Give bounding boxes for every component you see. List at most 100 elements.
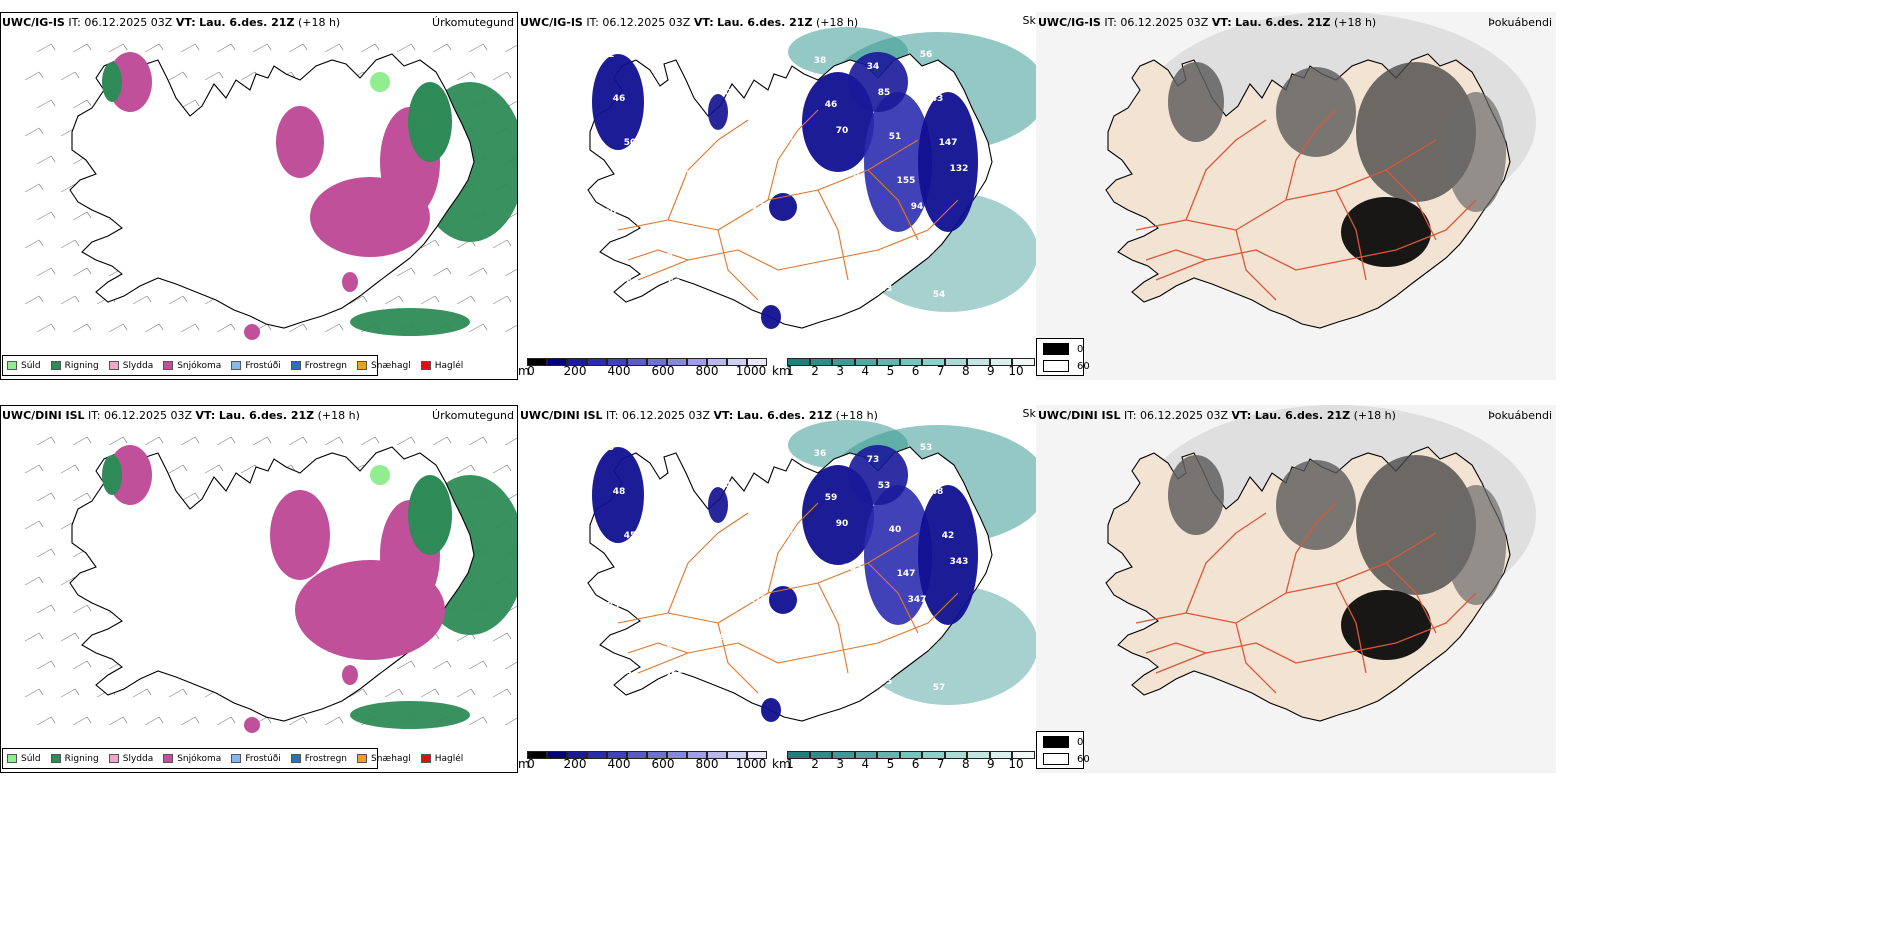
visibility-value: 47 [677,126,690,136]
legend-swatch [357,754,368,763]
colorbar-segment [587,751,607,759]
tick-label: 200 [563,364,587,378]
legend-label: Snæhagl [371,360,411,371]
visibility-value: 183 [855,607,874,617]
panel-title-precip: Úrkomutegund [432,16,514,29]
unit-km: km [772,757,791,771]
visibility-value: 75 [615,645,628,655]
legend-swatch [108,754,119,763]
panel-title-fog: Þokuábendi [1488,16,1552,29]
visibility-value: 45 [602,443,615,453]
colorbar-segment [747,751,767,759]
visibility-value: 58 [666,493,679,503]
visibility-panel-bottom: 45 46 36 34 36 73 53 48 58 84 50 59 53 48 45 51 60 63 90 40… [518,405,1036,773]
legend-label: Snæhagl [371,753,411,764]
colorbar-segment [877,751,900,759]
legend-item: Frostregn [290,361,347,371]
visibility-value: 147 [897,569,916,579]
legend-label: Haglél [434,360,464,371]
colorbar-segment [787,751,810,759]
tick-label: 600 [651,757,675,771]
visibility-value: 34 [761,443,774,453]
fog-legend-swatch [1043,736,1069,748]
visibility-value: 190 [760,639,779,649]
legend-swatch [290,361,301,370]
colorbar-segment [832,751,855,759]
fog-legend: 0 60 [1036,338,1090,376]
colorbar-segment [809,358,833,366]
visibility-value: 50 [772,487,785,497]
colorbar-segment [667,751,687,759]
visibility-value: 53 [878,481,891,491]
tick-label: 6 [911,757,920,771]
colorbar-segment [687,358,707,366]
legend-item: Snæhagl [357,361,411,371]
fog-legend-label: 60 [1077,360,1090,372]
visibility-value: 34 [774,290,787,300]
colorbar-segment [854,358,878,366]
road-network [617,502,959,694]
visibility-value: 69 [794,164,807,174]
visibility-value: 42 [827,278,840,288]
fog-legend: 0 60 [1036,731,1090,769]
fog-legend-label: 0 [1077,736,1084,748]
visibility-value: 46 [825,100,838,110]
visibility-value: 42 [772,94,785,104]
visibility-value: 48 [922,246,935,256]
fog-field [1168,455,1506,660]
colorbar-segment [627,358,647,366]
visibility-value: 63 [783,531,796,541]
visibility-map-top: 51 46 55 33 38 34 56 46 51 40 42 46 85 43 50 47 80 73 70 51… [587,27,1036,332]
visibility-panel-top: 51 46 55 33 38 34 56 46 51 40 42 46 85 43 50 47 80 73 70 51… [518,12,1036,380]
colorbar-segment [527,358,547,366]
road-network [1135,109,1477,301]
run-header: UWC/IG-IS IT: 06.12.2025 03Z VT: Lau. 6.… [520,16,859,29]
colorbar-segment [989,358,1013,366]
unit-km: km [772,364,791,378]
colorbar-segment [647,751,667,759]
visibility-value: 147 [939,138,958,148]
iceland-map [69,53,475,329]
visibility-value: 90 [836,519,849,529]
colorbar-segment [567,751,587,759]
tick-label: 10 [1008,757,1024,771]
visibility-value: 79 [922,639,935,649]
precip-fields [102,445,452,733]
visibility-value: 98 [721,284,734,294]
visibility-value: 51 [677,519,690,529]
visibility-map-bottom: 45 46 36 34 36 73 53 48 58 84 50 59 53 48 45 51 60 63 90 40… [587,420,1036,725]
tick-label: 8 [961,364,970,378]
legend-label: Haglél [434,753,464,764]
visibility-m-colorbar [527,358,767,366]
tick-label: 600 [651,364,675,378]
legend-item: Rigning [50,753,99,764]
legend-label: Rigning [64,753,99,764]
colorbar-segment [627,751,647,759]
legend-item: Rigning [50,361,99,371]
fog-legend-label: 0 [1077,343,1084,355]
tick-label: 5 [886,364,895,378]
visibility-value: 222 [643,208,662,218]
legend-swatch [50,754,61,763]
colorbar-segment [787,358,810,366]
visibility-value: 155 [897,176,916,186]
colorbar-segment [647,358,667,366]
fog-legend-row: 0 [1043,736,1083,748]
visibility-value: 36 [814,449,827,459]
colorbar-segment [944,751,968,759]
fog-field [1168,62,1506,267]
visibility-value: 50 [688,563,701,573]
visibility-value: 73 [867,455,880,465]
precip-type-panel-bottom: UWC/DINI ISL IT: 06.12.2025 03Z VT: Lau.… [0,405,518,773]
colorbar-segment [944,358,968,366]
tick-label: 5 [886,757,895,771]
panel-title-fog: Þokuábendi [1488,409,1552,422]
legend-item: Frostúði [231,361,281,371]
colorbar-segment [727,751,747,759]
colorbar-segment [527,751,547,759]
fog-legend-swatch [1043,753,1069,765]
legend-swatch [7,361,17,370]
tick-label: 4 [861,364,870,378]
fog-legend-row: 60 [1043,360,1090,372]
visibility-value: 117 [855,214,874,224]
